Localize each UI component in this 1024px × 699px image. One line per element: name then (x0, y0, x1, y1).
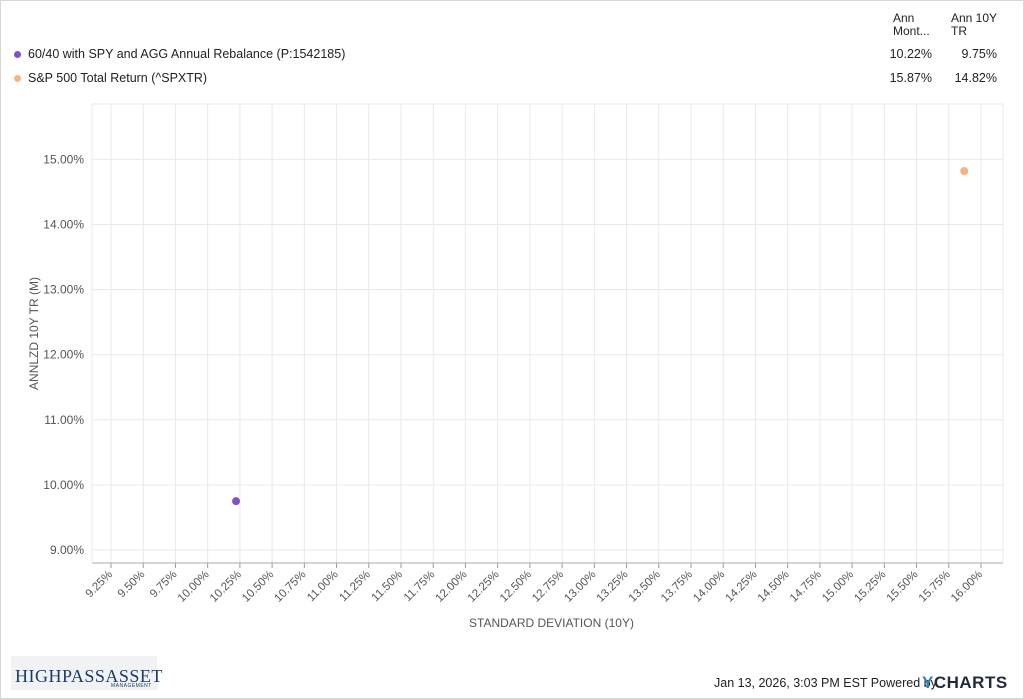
x-tick-label: 15.25% (852, 569, 888, 605)
x-tick-label: 14.50% (756, 569, 792, 605)
scatter-point-spxtr[interactable] (960, 167, 969, 176)
legend-label-portfolio: 60/40 with SPY and AGG Annual Rebalance … (28, 47, 346, 61)
y-tick-label: 14.00% (43, 217, 84, 231)
y-tick-label: 15.00% (43, 152, 84, 166)
x-tick-label: 15.50% (885, 569, 921, 605)
x-tick-label: 9.25% (84, 569, 116, 601)
chart-grid (91, 103, 1004, 568)
scatter-chart: 9.00% 10.00% 11.00% 12.00% 13.00% 14.00% 15.00… (27, 103, 1004, 630)
x-tick-label: 15.00% (820, 569, 856, 605)
y-tick-label: 12.00% (43, 348, 84, 362)
x-tick-label: 13.25% (595, 569, 631, 605)
x-tick-label: 11.75% (402, 569, 437, 604)
y-axis-ticks: 9.00% 10.00% 11.00% 12.00% 13.00% 14.00% 15.00… (43, 152, 84, 557)
x-tick-label: 10.50% (240, 569, 276, 605)
x-tick-label: 14.25% (723, 569, 759, 605)
legend-value-col1-spxtr: 15.87% (889, 71, 932, 85)
ycharts-logo[interactable]: YCHARTS (922, 673, 1008, 693)
x-tick-label: 11.25% (337, 569, 372, 604)
x-axis-label: STANDARD DEVIATION (10Y) (469, 616, 634, 630)
x-tick-label: 10.00% (176, 569, 212, 605)
x-tick-label: 10.25% (208, 569, 244, 605)
x-tick-label: 12.50% (498, 569, 534, 605)
x-tick-label: 12.00% (433, 569, 469, 605)
x-tick-label: 14.00% (691, 569, 727, 605)
legend-dot-portfolio (14, 50, 21, 58)
legend-entry-spxtr[interactable]: S&P 500 Total Return (^SPXTR) (14, 71, 207, 85)
x-tick-label: 14.75% (788, 569, 824, 605)
legend-value-col2-portfolio: 9.75% (961, 47, 997, 61)
x-tick-label: 10.75% (272, 569, 308, 605)
legend-col1-header: Ann Mont... (893, 11, 930, 38)
y-axis-label: ANNLZD 10Y TR (M) (27, 277, 41, 390)
x-tick-label: 16.00% (949, 569, 985, 605)
scatter-point-portfolio[interactable] (232, 497, 241, 506)
y-tick-label: 11.00% (44, 413, 84, 427)
x-tick-label: 12.25% (466, 569, 502, 605)
ycharts-logo-y: Y (922, 673, 934, 692)
company-logo-sub: MANAGEMENT (111, 683, 152, 689)
x-tick-label: 9.75% (148, 569, 180, 601)
legend-col2-header: Ann 10Y TR (951, 11, 998, 38)
company-logo-text: HIGHPASSASSET (15, 666, 163, 686)
x-tick-label: 13.75% (659, 569, 695, 605)
y-tick-label: 10.00% (43, 478, 84, 492)
x-tick-label: 9.50% (116, 569, 148, 601)
legend-dot-spxtr (14, 74, 21, 82)
ycharts-logo-rest: CHARTS (933, 673, 1008, 692)
x-axis-ticks: 9.25% 9.50% 9.75%10.00%10.25%10.50%10.75%1… (84, 569, 986, 605)
scatter-points (232, 167, 969, 506)
y-tick-label: 9.00% (50, 543, 84, 557)
legend-entry-portfolio[interactable]: 60/40 with SPY and AGG Annual Rebalance … (14, 47, 345, 61)
x-tick-label: 12.75% (530, 569, 566, 605)
footer-timestamp: Jan 13, 2026, 3:03 PM EST Powered by (714, 676, 937, 690)
x-tick-label: 11.50% (370, 569, 405, 604)
legend-value-col1-portfolio: 10.22% (889, 47, 932, 61)
x-tick-label: 11.00% (305, 569, 340, 604)
x-tick-label: 13.00% (562, 569, 598, 605)
x-tick-label: 15.75% (917, 569, 953, 605)
y-tick-label: 13.00% (43, 283, 84, 297)
company-logo: HIGHPASSASSET MANAGEMENT (11, 656, 162, 690)
x-tick-label: 13.50% (627, 569, 663, 605)
legend-value-col2-spxtr: 14.82% (954, 71, 997, 85)
legend-label-spxtr: S&P 500 Total Return (^SPXTR) (28, 71, 208, 85)
